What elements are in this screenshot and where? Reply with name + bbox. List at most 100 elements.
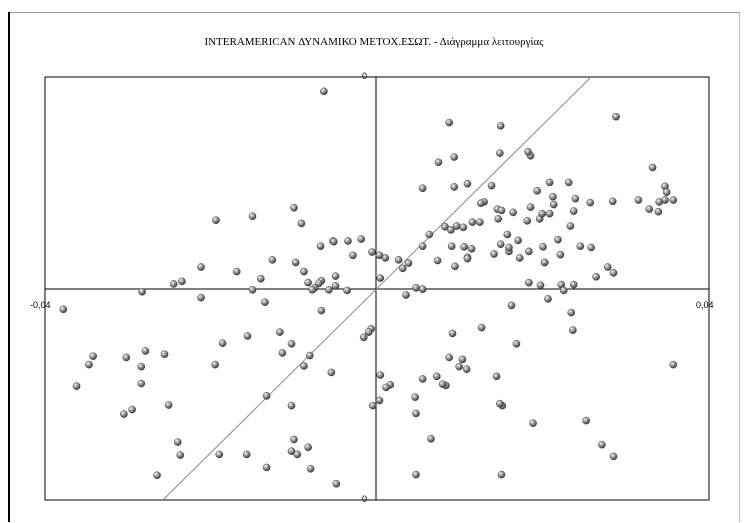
- data-point: [59, 305, 68, 314]
- data-point: [293, 450, 302, 459]
- data-point: [587, 243, 595, 252]
- data-point: [492, 372, 501, 381]
- x-tick-max: 0,04: [696, 300, 714, 310]
- data-point: [509, 208, 517, 217]
- data-point: [451, 262, 459, 271]
- data-point: [515, 254, 524, 262]
- data-point: [262, 392, 271, 400]
- data-point: [261, 298, 269, 306]
- data-point: [332, 479, 341, 488]
- data-point: [582, 416, 590, 425]
- data-point: [304, 278, 312, 287]
- data-point: [450, 153, 458, 161]
- data-point: [496, 149, 504, 157]
- data-point: [297, 219, 306, 228]
- data-point: [598, 440, 606, 449]
- data-point: [556, 250, 565, 259]
- data-point: [545, 178, 554, 187]
- data-point: [412, 470, 420, 479]
- data-point: [441, 222, 449, 231]
- y-tick-top: 0: [362, 71, 367, 81]
- data-point: [507, 301, 516, 310]
- data-point: [412, 409, 420, 418]
- data-point: [503, 230, 512, 239]
- data-point: [496, 240, 505, 249]
- data-point: [669, 196, 678, 204]
- data-point: [402, 291, 410, 299]
- data-point: [592, 272, 600, 281]
- data-point: [287, 340, 296, 348]
- data-point: [462, 365, 471, 373]
- data-point: [398, 264, 407, 273]
- data-point: [357, 235, 366, 243]
- data-point: [359, 333, 368, 342]
- data-point: [376, 274, 385, 282]
- data-point: [545, 209, 554, 218]
- data-point: [496, 399, 504, 408]
- data-point: [497, 206, 506, 215]
- data-point: [559, 286, 568, 295]
- data-point: [364, 328, 373, 336]
- data-point: [305, 351, 314, 360]
- data-point: [438, 380, 447, 388]
- data-point: [418, 184, 427, 193]
- data-point: [412, 284, 420, 292]
- data-point: [523, 217, 532, 225]
- data-point: [533, 187, 541, 195]
- data-point: [278, 349, 287, 357]
- data-point: [349, 251, 357, 260]
- data-point: [232, 267, 241, 276]
- data-point: [445, 118, 454, 127]
- data-point: [452, 222, 461, 230]
- data-point: [455, 362, 463, 371]
- data-point: [128, 405, 136, 414]
- data-point: [138, 287, 146, 296]
- data-point: [122, 353, 131, 362]
- data-point: [487, 181, 496, 190]
- chart-title: INTERAMERICAN ΔΥΝΑΜΙΚΟ ΜΕΤΟΧ.ΕΣΩΤ. - Διά…: [204, 36, 544, 48]
- data-point: [476, 199, 485, 208]
- data-point: [304, 443, 312, 452]
- data-point: [603, 263, 612, 271]
- data-point: [276, 328, 284, 336]
- data-point: [434, 158, 443, 167]
- data-point: [308, 286, 317, 294]
- data-point: [634, 196, 643, 204]
- data-point: [169, 280, 178, 288]
- data-point: [564, 178, 573, 187]
- data-point: [448, 329, 457, 338]
- data-point: [290, 204, 298, 212]
- data-point: [536, 281, 545, 290]
- data-point: [330, 237, 338, 246]
- data-point: [368, 248, 376, 256]
- data-point: [215, 450, 224, 459]
- data-point: [512, 340, 521, 348]
- data-point: [539, 243, 547, 251]
- data-point: [243, 332, 252, 340]
- data-point: [315, 279, 323, 288]
- data-point: [526, 203, 535, 211]
- data-point: [382, 383, 390, 392]
- data-point: [514, 236, 522, 245]
- data-point: [262, 463, 271, 472]
- data-point: [529, 419, 537, 428]
- data-point: [268, 256, 277, 264]
- data-point: [418, 285, 427, 293]
- data-point: [411, 393, 419, 401]
- data-point: [425, 230, 434, 239]
- data-point: [287, 447, 296, 455]
- data-point: [394, 256, 403, 264]
- data-point: [85, 360, 93, 369]
- data-point: [433, 256, 442, 265]
- data-point: [490, 250, 498, 258]
- data-point: [609, 452, 618, 461]
- data-point: [197, 263, 205, 271]
- data-point: [375, 251, 384, 260]
- data-point: [331, 272, 340, 280]
- data-point: [567, 308, 576, 317]
- data-point: [325, 286, 333, 294]
- data-point: [120, 410, 128, 418]
- y-tick-bottom: 0: [362, 494, 367, 504]
- data-point: [343, 286, 351, 295]
